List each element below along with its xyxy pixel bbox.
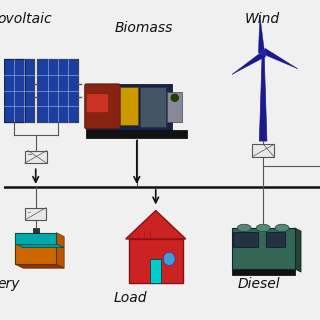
Ellipse shape [163, 252, 175, 266]
Ellipse shape [237, 224, 251, 232]
Text: ~: ~ [26, 210, 31, 215]
Bar [120, 87, 138, 124]
Bar [232, 269, 295, 275]
Polygon shape [259, 15, 265, 53]
Polygon shape [259, 52, 267, 141]
Circle shape [260, 50, 266, 55]
Bar [233, 233, 259, 247]
Text: Load: Load [114, 291, 147, 305]
Bar [4, 59, 25, 122]
FancyBboxPatch shape [85, 84, 120, 129]
Bar [15, 233, 56, 244]
Bar [0, 59, 34, 122]
Bar [266, 233, 285, 247]
Bar [86, 130, 187, 138]
Bar [0, 59, 34, 122]
Bar [86, 84, 172, 130]
Bar [26, 208, 46, 220]
Bar [150, 259, 161, 283]
Bar [129, 239, 183, 283]
Circle shape [171, 94, 179, 101]
Bar [167, 92, 182, 122]
Bar [25, 150, 47, 163]
Polygon shape [295, 228, 301, 272]
Polygon shape [126, 211, 186, 239]
Polygon shape [15, 264, 64, 268]
Ellipse shape [256, 224, 270, 232]
Bar [33, 228, 39, 233]
Text: Biomass: Biomass [115, 21, 173, 35]
Bar [232, 228, 295, 269]
Polygon shape [232, 52, 266, 74]
Bar [252, 144, 274, 157]
Polygon shape [56, 233, 64, 268]
Bar [37, 59, 78, 122]
Polygon shape [262, 48, 298, 68]
Bar [15, 233, 56, 264]
Text: Diesel: Diesel [238, 277, 281, 291]
FancyBboxPatch shape [87, 94, 108, 112]
Ellipse shape [275, 224, 289, 232]
Polygon shape [15, 244, 64, 248]
Bar [37, 59, 78, 122]
Text: ery: ery [0, 277, 20, 291]
Bar [140, 87, 166, 127]
Text: ~: ~ [26, 152, 32, 158]
Text: ovoltaic: ovoltaic [0, 12, 52, 26]
Text: Wind: Wind [244, 12, 279, 26]
